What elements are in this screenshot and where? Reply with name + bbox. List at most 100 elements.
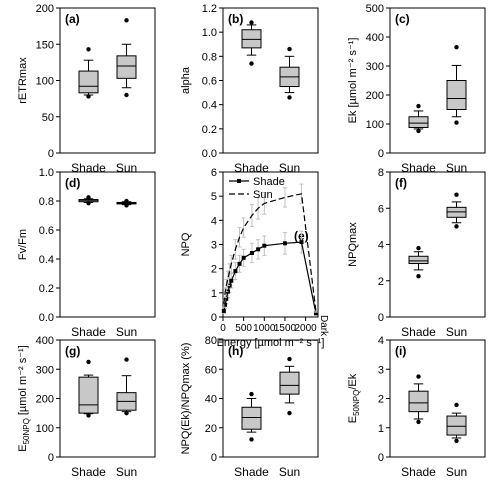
box-sun (116, 198, 137, 208)
x-tick-label: 500 (235, 323, 252, 334)
box-shade (241, 391, 262, 442)
outlier-point (454, 120, 459, 125)
box-shade (78, 359, 99, 418)
x-tick-label: 2000 (294, 323, 317, 334)
data-point (224, 296, 229, 301)
dark-label: Dark (318, 315, 329, 337)
category-label-shade: Shade (401, 161, 436, 175)
outlier-point (124, 92, 129, 98)
outlier-point (416, 128, 421, 134)
data-point (256, 247, 261, 252)
box-iqr (78, 376, 99, 414)
y-tick-label: 0.2 (39, 283, 54, 295)
box-sun (279, 356, 300, 416)
data-point (313, 311, 318, 316)
outlier-point (124, 203, 129, 208)
y-tick-label: 40 (205, 394, 217, 406)
box-sun (116, 357, 137, 416)
data-point (221, 308, 226, 313)
outlier-point (249, 437, 254, 442)
y-tick-label: 500 (366, 3, 384, 15)
category-label-sun: Sun (116, 465, 137, 479)
box-iqr (446, 80, 467, 110)
data-point (237, 261, 242, 266)
series-sun (221, 183, 318, 313)
outlier-point (86, 195, 91, 200)
x-tick-label: 0 (220, 323, 226, 334)
y-tick-label: 1 (378, 423, 384, 435)
outlier-point (124, 410, 129, 416)
outlier-point (124, 198, 129, 204)
y-tick-label: 2 (378, 276, 384, 288)
box-iqr (446, 415, 467, 436)
y-tick-label: 200 (36, 3, 54, 15)
panel-c: 0 100 200 300 400 500 (c) Ek [µmol m⁻² s⁻¹] Shad… (347, 3, 486, 175)
plot-frame (59, 171, 156, 318)
y-tick-label: 300 (36, 364, 54, 376)
y-tick-label: 0 (48, 452, 54, 464)
y-tick-label: 0 (48, 148, 54, 160)
outlier-point (454, 438, 459, 444)
y-tick-label: 400 (366, 32, 384, 44)
y-axis-label: NPQmax (347, 222, 359, 267)
panel-label: (a) (65, 12, 80, 26)
outlier-point (416, 103, 421, 109)
category-label-shade: Shade (401, 465, 436, 479)
category-label-sun: Sun (446, 161, 467, 175)
outlier-point (86, 200, 91, 206)
y-axis-label-main: E (347, 416, 359, 423)
y-axis-label-sub: 50NPQ (22, 418, 31, 444)
outlier-point (287, 46, 292, 52)
outlier-point (454, 224, 459, 229)
panel-label: (d) (65, 176, 80, 190)
box-shade (408, 103, 429, 134)
y-tick-label: 2 (378, 394, 384, 406)
outlier-point (454, 192, 459, 197)
y-axis-label: NPQ(Ek)/NPQmax (%) (180, 343, 192, 455)
y-tick-label: 0 (378, 452, 384, 464)
data-point (282, 241, 287, 246)
y-tick-label: 20 (205, 423, 217, 435)
category-label-sun: Sun (116, 161, 137, 175)
plot-frame (222, 7, 319, 154)
legend-label-sun: Sun (253, 189, 273, 201)
data-point (223, 302, 228, 307)
y-tick-label: 200 (366, 90, 384, 102)
y-tick-label: 200 (36, 394, 54, 406)
box-shade (78, 47, 99, 99)
data-point (249, 250, 254, 255)
y-tick-label: 0.6 (202, 76, 217, 88)
y-axis-label: rETRmax (17, 57, 29, 104)
outlier-point (124, 357, 129, 362)
box-sun (446, 44, 467, 125)
panel-a: 0 50 100 150 200 (a) rETRmax Shade Sun (17, 3, 156, 175)
y-tick-label: 0 (378, 312, 384, 324)
y-tick-label: 150 (36, 39, 54, 51)
box-shade (408, 374, 429, 425)
panel-label: (c) (395, 12, 410, 26)
box-shade (408, 245, 429, 279)
y-tick-label: 1 (211, 288, 217, 300)
y-tick-label: 0.8 (39, 196, 54, 208)
data-point (299, 240, 304, 245)
y-tick-label: 0.0 (202, 148, 217, 160)
box-sun (446, 192, 467, 229)
y-tick-label: 80 (205, 335, 217, 347)
box-iqr (408, 390, 429, 413)
y-axis-label-main: E (17, 444, 29, 451)
y-axis-label: alpha (180, 66, 192, 94)
y-axis-label-rest: /Ek (347, 373, 359, 389)
box-iqr (408, 116, 429, 128)
y-tick-label: 6 (378, 203, 384, 215)
box-sun (116, 18, 137, 98)
outlier-point (416, 245, 421, 251)
y-tick-label: 4 (378, 335, 384, 347)
plot-frame (59, 7, 156, 154)
category-label-shade: Shade (71, 161, 106, 175)
box-shade (241, 20, 262, 66)
outlier-point (86, 413, 91, 418)
y-axis-label-sub: 50NPQ (352, 390, 361, 416)
box-iqr (408, 255, 429, 265)
